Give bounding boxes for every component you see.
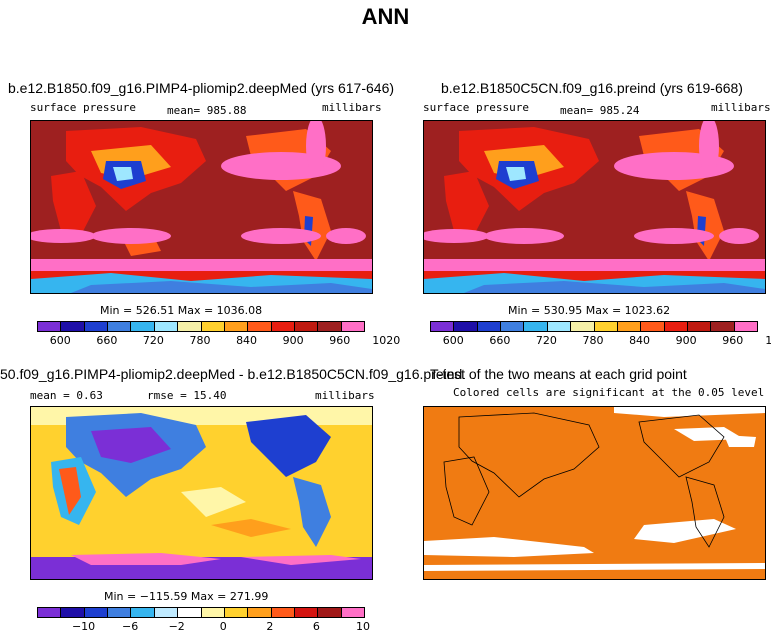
colorbar-tick-label: 0 bbox=[219, 620, 227, 633]
colorbar-swatch bbox=[341, 322, 365, 331]
colorbar-swatch bbox=[61, 608, 85, 617]
colorbar-tick-label: 960 bbox=[329, 334, 351, 347]
colorbar-swatch bbox=[617, 322, 642, 331]
colorbar-swatch bbox=[431, 322, 455, 331]
panel3-map-svg bbox=[31, 407, 372, 579]
panel2-units: millibars bbox=[711, 101, 771, 114]
panel2-title: b.e12.B1850C5CN.f09_g16.preind (yrs 619-… bbox=[441, 80, 743, 96]
colorbar-swatch bbox=[547, 322, 572, 331]
panel3-rmse: rmse = 15.40 bbox=[147, 389, 227, 402]
colorbar-swatch bbox=[248, 608, 272, 617]
colorbar-swatch bbox=[178, 322, 202, 331]
colorbar-swatch bbox=[224, 322, 249, 331]
colorbar-swatch bbox=[687, 322, 712, 331]
figure-title: ANN bbox=[361, 4, 410, 29]
panel4-map bbox=[423, 406, 766, 580]
colorbar-swatch bbox=[178, 608, 202, 617]
panel3-colorbar bbox=[37, 607, 365, 618]
panel2-map-svg bbox=[424, 121, 765, 293]
panel4-title: T-test of the two means at each grid poi… bbox=[430, 366, 687, 382]
panel1-units: millibars bbox=[322, 101, 382, 114]
colorbar-tick-label: 600 bbox=[442, 334, 464, 347]
colorbar-swatch bbox=[38, 322, 62, 331]
colorbar-swatch bbox=[271, 608, 295, 617]
colorbar-swatch bbox=[318, 322, 342, 331]
colorbar-tick-label: 780 bbox=[582, 334, 604, 347]
colorbar-tick-label: 780 bbox=[189, 334, 211, 347]
colorbar-swatch bbox=[664, 322, 688, 331]
colorbar-swatch bbox=[341, 608, 365, 617]
panel3-mean: mean = 0.63 bbox=[30, 389, 103, 402]
colorbar-swatch bbox=[61, 322, 85, 331]
colorbar-tick-label: 900 bbox=[675, 334, 697, 347]
colorbar-swatch bbox=[734, 322, 758, 331]
panel1-title: b.e12.B1850.f09_g16.PIMP4-pliomip2.deepM… bbox=[8, 80, 395, 96]
panel2-map bbox=[423, 120, 766, 294]
colorbar-swatch bbox=[294, 322, 319, 331]
panel3-map bbox=[30, 406, 373, 580]
colorbar-swatch bbox=[108, 608, 132, 617]
colorbar-tick-label: 10 bbox=[356, 620, 370, 633]
colorbar-swatch bbox=[84, 608, 109, 617]
colorbar-swatch bbox=[294, 608, 319, 617]
colorbar-swatch bbox=[201, 608, 225, 617]
panel2-minmax: Min = 530.95 Max = 1023.62 bbox=[508, 304, 671, 317]
colorbar-swatch bbox=[641, 322, 665, 331]
colorbar-swatch bbox=[154, 322, 179, 331]
panel4-subtitle: Colored cells are significant at the 0.0… bbox=[453, 386, 765, 399]
colorbar-swatch bbox=[38, 608, 62, 617]
colorbar-tick-label: 600 bbox=[49, 334, 71, 347]
colorbar-swatch bbox=[201, 322, 225, 331]
colorbar-swatch bbox=[131, 608, 155, 617]
panel2-variable: surface pressure bbox=[423, 101, 529, 114]
colorbar-tick-label: 660 bbox=[489, 334, 511, 347]
panel1-variable: surface pressure bbox=[30, 101, 136, 114]
colorbar-tick-label: −10 bbox=[71, 620, 96, 633]
colorbar-swatch bbox=[711, 322, 735, 331]
colorbar-swatch bbox=[131, 322, 155, 331]
colorbar-swatch bbox=[84, 322, 109, 331]
colorbar-swatch bbox=[594, 322, 618, 331]
colorbar-swatch bbox=[154, 608, 179, 617]
colorbar-swatch bbox=[454, 322, 478, 331]
colorbar-swatch bbox=[501, 322, 525, 331]
colorbar-tick-label: 840 bbox=[236, 334, 258, 347]
colorbar-swatch bbox=[571, 322, 595, 331]
colorbar-tick-label: 900 bbox=[282, 334, 304, 347]
panel1-minmax: Min = 526.51 Max = 1036.08 bbox=[100, 304, 263, 317]
colorbar-tick-label: 6 bbox=[312, 620, 320, 633]
colorbar-tick-label: 720 bbox=[535, 334, 557, 347]
panel3-title: 50.f09_g16.PIMP4-pliomip2.deepMed - b.e1… bbox=[0, 366, 463, 382]
colorbar-swatch bbox=[108, 322, 132, 331]
colorbar-tick-label: 840 bbox=[629, 334, 651, 347]
colorbar-swatch bbox=[224, 608, 249, 617]
panel2-mean: mean= 985.24 bbox=[560, 104, 640, 117]
colorbar-swatch bbox=[477, 322, 502, 331]
colorbar-swatch bbox=[524, 322, 548, 331]
panel1-mean: mean= 985.88 bbox=[167, 104, 247, 117]
panel1-colorbar bbox=[37, 321, 365, 332]
colorbar-swatch bbox=[271, 322, 295, 331]
colorbar-tick-label: −6 bbox=[122, 620, 139, 633]
colorbar-tick-label: 720 bbox=[142, 334, 164, 347]
colorbar-swatch bbox=[248, 322, 272, 331]
panel3-units: millibars bbox=[315, 389, 375, 402]
panel4-map-svg bbox=[424, 407, 765, 579]
colorbar-tick-label: 1020 bbox=[765, 334, 771, 347]
colorbar-tick-label: 660 bbox=[96, 334, 118, 347]
colorbar-tick-label: 1020 bbox=[372, 334, 401, 347]
colorbar-tick-label: 2 bbox=[266, 620, 274, 633]
colorbar-tick-label: −2 bbox=[168, 620, 185, 633]
panel2-colorbar bbox=[430, 321, 758, 332]
panel1-map-svg bbox=[31, 121, 372, 293]
panel3-minmax: Min = −115.59 Max = 271.99 bbox=[104, 590, 269, 603]
colorbar-swatch bbox=[318, 608, 342, 617]
panel1-map bbox=[30, 120, 373, 294]
colorbar-tick-label: 960 bbox=[722, 334, 744, 347]
